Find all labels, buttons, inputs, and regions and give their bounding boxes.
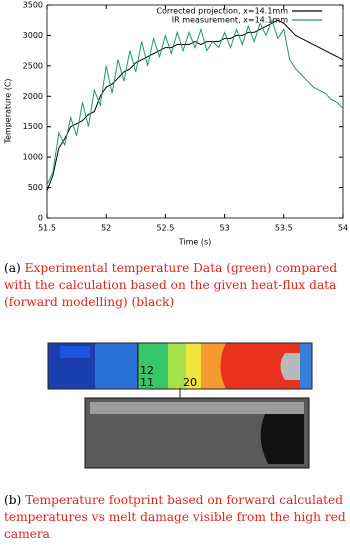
region-red	[220, 343, 300, 389]
x-tick-label: 51.5	[38, 224, 56, 233]
y-tick-label: 0	[38, 214, 43, 223]
series-line	[46, 18, 344, 185]
legend-label: IR measurement, x=14.1mm	[172, 16, 288, 25]
caption-label: (b)	[4, 493, 22, 507]
region-blue	[60, 346, 90, 358]
y-tick-label: 1000	[23, 153, 43, 162]
region-yellow	[186, 343, 201, 389]
x-tick-label: 53.5	[275, 224, 293, 233]
y-tick-label: 2000	[23, 92, 43, 101]
plot-frame	[46, 4, 344, 219]
melt-damage	[260, 414, 304, 464]
y-tick-label: 500	[28, 183, 43, 192]
chart: Time (s) Temperature (C) 0 500 1000 1500 200…	[4, 1, 349, 247]
region-green	[138, 343, 168, 389]
region-yellowgreen	[168, 343, 186, 389]
caption-label: (a)	[4, 261, 21, 275]
x-tick-label: 52.5	[156, 224, 174, 233]
x-tick-label: 54	[338, 224, 348, 233]
camera-band	[90, 402, 304, 414]
figure-b	[47, 342, 313, 469]
caption-b: (b) Temperature footprint based on forwa…	[4, 492, 346, 543]
x-tick-label: 52	[101, 224, 111, 233]
series-line	[46, 19, 344, 191]
caption-text: Experimental temperature Data (green) co…	[4, 261, 338, 309]
figure-label: 11	[140, 376, 154, 389]
y-tick-label: 3500	[23, 1, 43, 10]
y-tick-label: 2500	[23, 61, 43, 70]
region-grey	[280, 353, 300, 380]
figure-label: 12	[140, 364, 154, 377]
figure-label: 20	[183, 376, 197, 389]
x-axis-label: Time (s)	[178, 238, 212, 247]
legend-label: Corrected projection, x=14.1mm	[156, 7, 288, 16]
y-tick-label: 3000	[23, 31, 43, 40]
caption-text: Temperature footprint based on forward c…	[4, 493, 346, 541]
x-tick-label: 53	[220, 224, 230, 233]
y-axis-label: Temperature (C)	[4, 78, 13, 144]
region-edge	[300, 343, 312, 389]
y-tick-label: 1500	[23, 122, 43, 131]
caption-a: (a) Experimental temperature Data (green…	[4, 260, 346, 311]
region-blue	[95, 343, 137, 389]
